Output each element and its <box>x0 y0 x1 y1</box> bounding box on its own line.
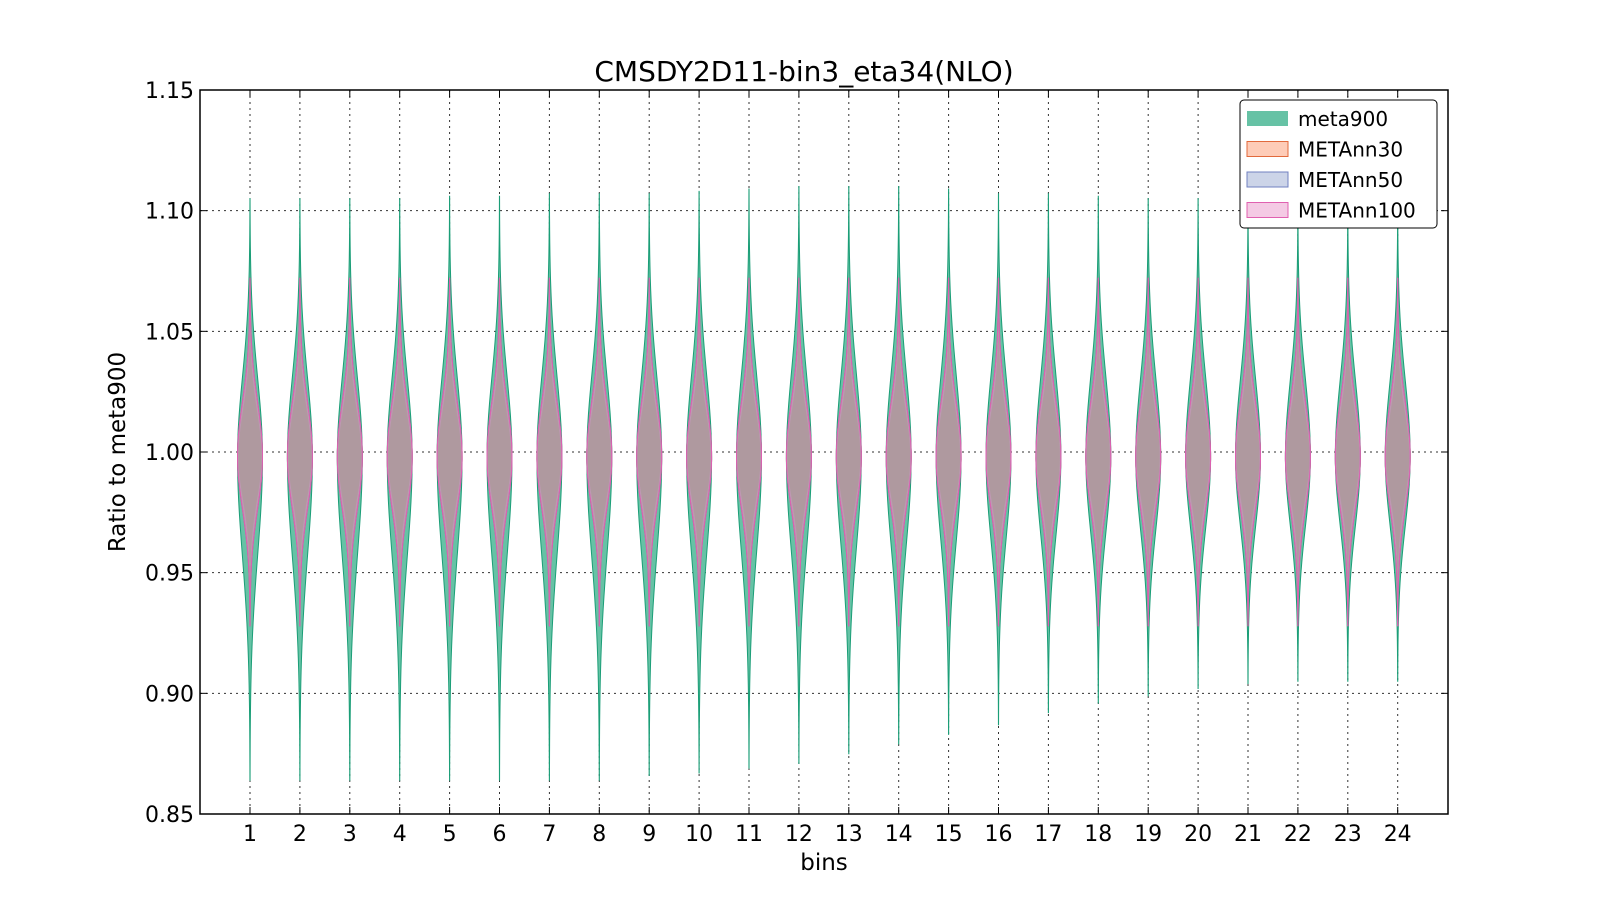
violin-bin-2 <box>286 198 313 781</box>
y-tick-label: 0.85 <box>145 803 194 828</box>
chart-title: CMSDY2D11-bin3_eta34(NLO) <box>594 55 1013 88</box>
x-tick-label: 9 <box>642 822 656 847</box>
violin-body <box>787 307 811 597</box>
violin-bin-8 <box>586 193 613 781</box>
violin-bin-16 <box>985 193 1012 726</box>
violin-bin-9 <box>636 193 663 776</box>
legend-swatch-meta900 <box>1247 111 1288 126</box>
violin-body <box>737 307 761 597</box>
x-tick-label: 19 <box>1134 822 1162 847</box>
x-tick-label: 14 <box>885 822 913 847</box>
x-tick-label: 23 <box>1334 822 1362 847</box>
violin-bin-18 <box>1085 195 1112 704</box>
violin-body <box>1136 307 1160 597</box>
x-tick-label: 13 <box>835 822 863 847</box>
violin-bin-24 <box>1384 207 1411 682</box>
x-axis-label: bins <box>800 850 848 876</box>
violin-bin-12 <box>785 186 812 764</box>
y-tick-label: 0.90 <box>145 682 194 707</box>
violin-body <box>687 307 711 597</box>
x-tick-label: 2 <box>293 822 307 847</box>
violin-body <box>1036 307 1060 597</box>
violin-body <box>1236 307 1260 597</box>
x-tick-label: 15 <box>935 822 963 847</box>
violin-body <box>537 307 561 597</box>
y-tick-label: 1.00 <box>145 441 194 466</box>
violin-bin-4 <box>386 198 413 781</box>
x-tick-label: 21 <box>1234 822 1262 847</box>
legend-label-METAnn30: METAnn30 <box>1298 138 1403 162</box>
x-tick-label: 5 <box>443 822 457 847</box>
axis-ticks: 0.850.900.951.001.051.101.151 2 3 4 5 6 7 8 9 10 1… <box>145 79 1448 847</box>
violin-bin-21 <box>1235 202 1261 685</box>
legend-swatch-METAnn100 <box>1246 202 1289 218</box>
violin-body <box>1386 307 1410 597</box>
legend-label-METAnn100: METAnn100 <box>1298 199 1416 223</box>
violins <box>237 186 1411 781</box>
x-tick-label: 7 <box>542 822 556 847</box>
violin-bin-17 <box>1035 193 1062 714</box>
violin-body <box>837 307 861 597</box>
legend-swatch-METAnn30 <box>1246 141 1289 157</box>
x-tick-label: 1 <box>243 822 257 847</box>
violin-bin-19 <box>1135 198 1162 697</box>
violin-bin-15 <box>935 188 962 735</box>
violin-body <box>1086 307 1110 597</box>
violin-bin-23 <box>1334 205 1361 682</box>
violin-bin-5 <box>436 195 463 781</box>
violin-body <box>887 307 911 597</box>
x-tick-label: 22 <box>1284 822 1312 847</box>
violin-body <box>388 307 412 597</box>
violin-body <box>288 307 312 597</box>
x-tick-label: 11 <box>735 822 763 847</box>
violin-bin-13 <box>835 186 862 755</box>
legend: meta900 METAnn30 METAnn50 METAnn100 <box>1239 99 1438 229</box>
violin-bin-22 <box>1284 205 1311 682</box>
violin-body <box>1286 307 1310 597</box>
x-tick-label: 8 <box>592 822 606 847</box>
violin-body <box>987 307 1010 597</box>
violin-bin-20 <box>1185 198 1212 690</box>
y-tick-label: 1.10 <box>145 200 194 225</box>
y-axis-label: Ratio to meta900 <box>105 352 131 552</box>
x-tick-label: 3 <box>343 822 357 847</box>
violin-body <box>587 307 611 597</box>
x-tick-label: 10 <box>685 822 713 847</box>
violin-bin-7 <box>536 193 563 781</box>
x-tick-label: 16 <box>985 822 1013 847</box>
violin-bin-10 <box>686 190 713 774</box>
x-tick-label: 12 <box>785 822 813 847</box>
legend-label-METAnn50: METAnn50 <box>1298 168 1403 192</box>
violin-body <box>438 307 462 597</box>
violin-bin-11 <box>736 188 762 769</box>
violin-body <box>238 307 262 597</box>
x-tick-label: 20 <box>1184 822 1212 847</box>
y-tick-label: 1.05 <box>145 320 194 345</box>
x-tick-label: 4 <box>393 822 407 847</box>
x-tick-label: 24 <box>1384 822 1412 847</box>
violin-body <box>1336 307 1360 597</box>
x-tick-label: 18 <box>1084 822 1112 847</box>
legend-box <box>1239 99 1438 229</box>
violin-bin-14 <box>885 186 912 745</box>
violin-bin-1 <box>237 198 263 781</box>
x-tick-label: 17 <box>1034 822 1062 847</box>
legend-label-meta900: meta900 <box>1298 107 1388 131</box>
violin-body <box>1186 307 1210 597</box>
y-tick-label: 0.95 <box>145 562 194 587</box>
violin-body <box>637 307 661 597</box>
violin-body <box>338 307 362 597</box>
violin-bin-3 <box>336 198 363 781</box>
legend-swatch-METAnn50 <box>1246 171 1289 188</box>
violin-body <box>488 307 511 597</box>
y-tick-label: 1.15 <box>145 79 194 104</box>
x-tick-label: 6 <box>493 822 507 847</box>
violin-body <box>937 307 961 597</box>
violin-bin-6 <box>486 195 513 781</box>
